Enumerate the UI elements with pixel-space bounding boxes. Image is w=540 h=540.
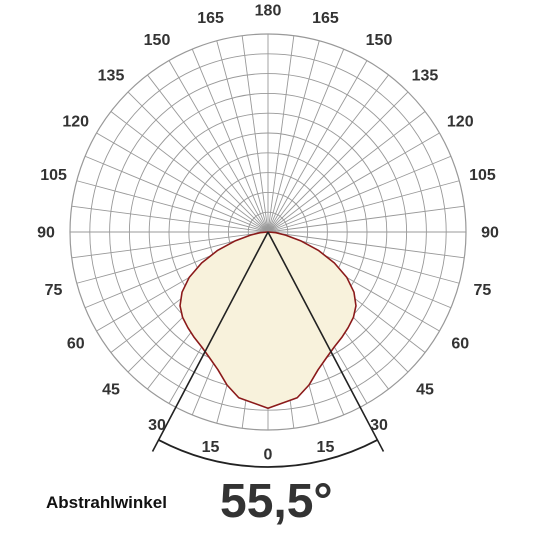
- angle-tick-label: 45: [416, 381, 434, 398]
- angle-tick-label: 30: [370, 417, 388, 434]
- grid-radial-line: [267, 91, 409, 233]
- beam-angle-lines: [151, 231, 385, 468]
- grid-radial-line: [191, 48, 269, 233]
- grid-radial-line: [147, 74, 269, 233]
- angle-tick-label: 15: [317, 439, 335, 456]
- angle-tick-label: 165: [197, 10, 224, 27]
- angle-tick-label: 120: [447, 114, 474, 131]
- angle-tick-label: 150: [366, 32, 393, 49]
- grid-radial-line: [241, 35, 269, 233]
- angle-tick-label: 75: [474, 282, 492, 299]
- angle-tick-label: 105: [469, 167, 496, 184]
- angle-tick-label: 120: [62, 114, 89, 131]
- grid-radial-line: [71, 205, 269, 233]
- grid-radial-line: [267, 180, 460, 233]
- grid-radial-line: [267, 74, 389, 233]
- grid-radial-line: [267, 132, 440, 233]
- grid-radial-line: [267, 205, 465, 233]
- intensity-curve: [179, 231, 357, 410]
- angle-tick-label: 165: [312, 10, 339, 27]
- grid-radial-line: [71, 231, 269, 259]
- angle-tick-label: 15: [202, 439, 220, 456]
- grid-radial-line: [127, 91, 269, 233]
- grid-radial-line: [96, 132, 269, 233]
- angle-tick-label: 30: [148, 417, 166, 434]
- angle-tick-label: 0: [264, 447, 273, 464]
- beam-arc: [158, 439, 378, 468]
- grid-radial-line: [267, 60, 368, 233]
- angle-tick-label: 135: [98, 68, 125, 85]
- angle-tick-label: 60: [451, 336, 469, 353]
- angle-tick-label: 105: [40, 167, 67, 184]
- angle-tick-label: 90: [37, 225, 55, 242]
- grid-radial-line: [267, 48, 345, 233]
- grid-radial-line: [267, 155, 452, 233]
- angle-tick-label: 75: [45, 282, 63, 299]
- angle-tick-label: 135: [412, 68, 439, 85]
- angle-tick-label: 150: [144, 32, 171, 49]
- grid-radial-line: [267, 231, 465, 259]
- beam-line: [267, 231, 385, 452]
- grid-radial-line: [84, 155, 269, 233]
- beam-angle-label: Abstrahlwinkel: [46, 493, 167, 512]
- grid-radial-line: [110, 111, 269, 233]
- beam-line: [151, 231, 269, 452]
- grid-radial-line: [216, 40, 269, 233]
- grid-radial-line: [267, 35, 295, 233]
- grid-radial-line: [267, 40, 320, 233]
- angle-tick-label: 60: [67, 336, 85, 353]
- beam-angle-value: 55,5°: [220, 475, 333, 528]
- angle-tick-label: 45: [102, 381, 120, 398]
- angle-tick-label: 180: [255, 3, 282, 20]
- grid-radial-line: [168, 60, 269, 233]
- grid-radial-line: [267, 111, 426, 233]
- grid-radial-line: [76, 180, 269, 233]
- angle-tick-label: 90: [481, 225, 499, 242]
